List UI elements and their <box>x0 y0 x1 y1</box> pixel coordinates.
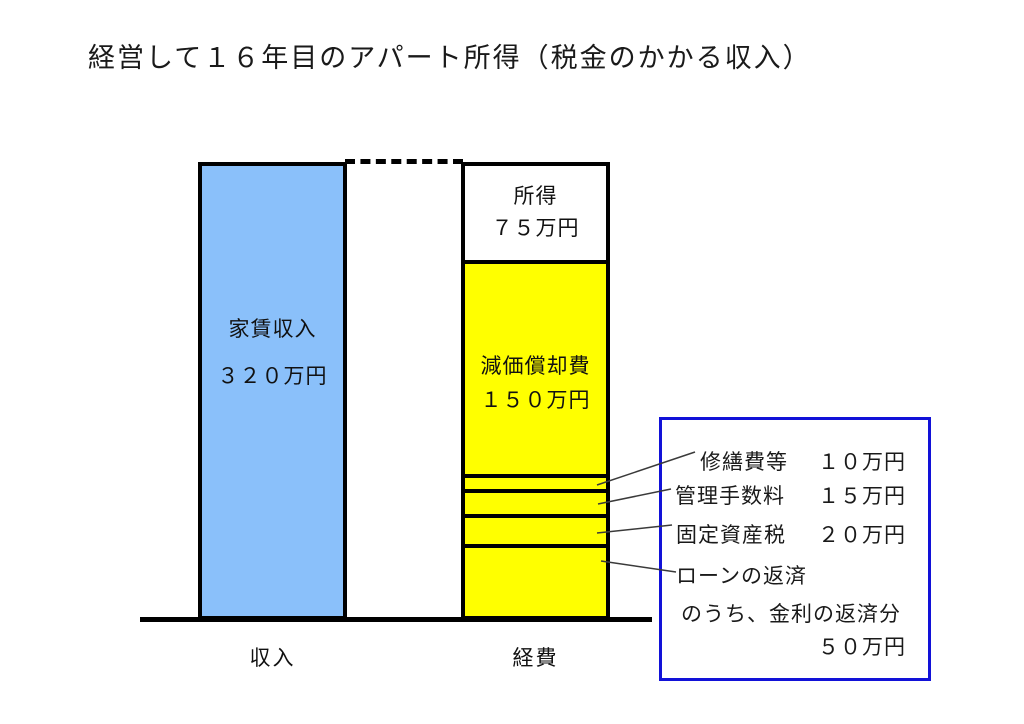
segment-depreciation: 減価償却費 １５０万円 <box>465 260 606 474</box>
x-label-expense: 経費 <box>512 647 559 670</box>
legend-loan-line2: のうち、金利の返済分 <box>681 603 901 626</box>
legend-property-tax-label: 固定資産税 <box>676 524 786 547</box>
x-axis-baseline <box>140 617 652 622</box>
segment-property-tax <box>465 514 606 544</box>
legend-loan-line1: ローンの返済 <box>676 565 807 588</box>
legend-management-label: 管理手数料 <box>675 485 785 508</box>
income-bar-label: 家賃収入 <box>228 318 317 341</box>
segment-genka-amount: １５０万円 <box>480 389 591 412</box>
legend-management-value: １５万円 <box>818 485 906 508</box>
segment-repairs <box>465 474 606 489</box>
segment-shotoku-label: 所得 <box>513 185 558 208</box>
segment-shotoku-amount: ７５万円 <box>491 217 580 240</box>
legend-loan-value: ５０万円 <box>818 636 906 659</box>
x-label-income: 収入 <box>249 647 296 670</box>
chart-title: 経営して１６年目のアパート所得（税金のかかる収入） <box>88 43 812 73</box>
segment-management-fee <box>465 489 606 514</box>
income-bar: 家賃収入 ３２０万円 <box>198 162 347 620</box>
segment-loan-interest <box>465 544 606 616</box>
legend-repairs-value: １０万円 <box>818 451 906 474</box>
segment-genka-label: 減価償却費 <box>480 355 591 378</box>
expense-bar: 所得 ７５万円 減価償却費 １５０万円 <box>461 162 610 620</box>
segment-income-after-expenses: 所得 ７５万円 <box>465 166 606 260</box>
legend-property-tax-value: ２０万円 <box>818 524 906 547</box>
legend-repairs-label: 修繕費等 <box>700 451 788 474</box>
legend-row-repairs: 修繕費等 １０万円 <box>700 450 905 476</box>
income-bar-amount: ３２０万円 <box>217 365 328 388</box>
legend-row-property-tax: 固定資産税 ２０万円 <box>676 523 905 549</box>
dashed-connector-line <box>345 159 463 164</box>
legend-box: 修繕費等 １０万円 管理手数料 １５万円 固定資産税 ２０万円 ローンの返済 の… <box>659 417 931 681</box>
legend-row-management: 管理手数料 １５万円 <box>675 484 905 510</box>
